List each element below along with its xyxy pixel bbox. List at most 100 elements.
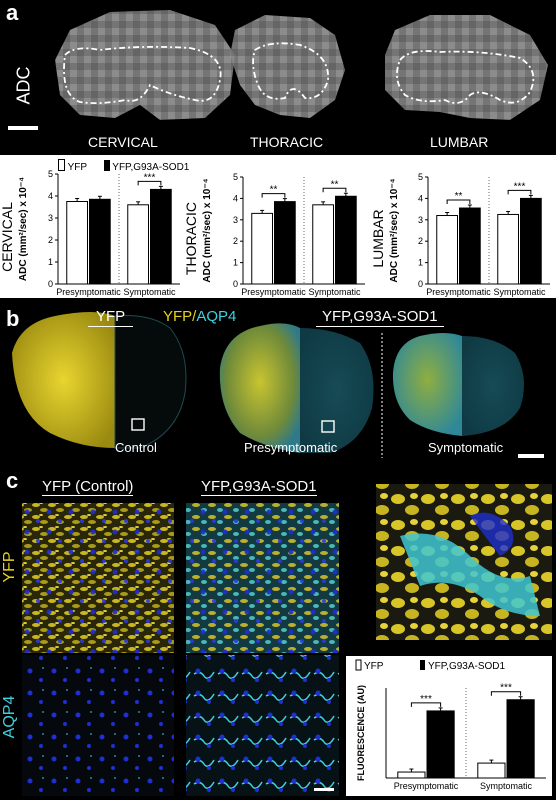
y-tick-label: 2	[418, 236, 423, 246]
region-label-thoracic: THORACIC	[250, 134, 324, 150]
bar-mutant-presymptomatic	[426, 710, 455, 779]
significance-bracket	[446, 199, 471, 205]
mri-thoracic-slice	[230, 15, 345, 118]
header-yfp: YFP	[88, 308, 134, 327]
legend-swatch-yfp	[355, 659, 362, 671]
panel-letter-c: c	[6, 468, 19, 493]
adc-charts: YFP YFP,G93A-SOD1 0 1 2 3 4 5 Presymptomatic **…	[0, 157, 556, 300]
y-tick-label: 1	[48, 257, 53, 267]
significance-bracket	[507, 189, 532, 195]
chart-region-label: THORACIC	[183, 202, 199, 275]
panel-letter-a: a	[6, 0, 19, 25]
bar-mutant-presymptomatic	[274, 201, 296, 285]
bar-yfp-symptomatic	[497, 213, 520, 285]
chart-region-label-group: LUMBAR	[370, 209, 386, 267]
header-yfp-aqp4: YFP/AQP4	[163, 308, 236, 325]
col-header-mutant: YFP,G93A-SOD1	[201, 478, 317, 496]
y-tick-label: 1	[233, 258, 238, 268]
bar-yfp-presymptomatic	[66, 201, 89, 285]
chart-region-label-group: CERVICAL	[0, 202, 15, 272]
bar-mutant-symptomatic	[520, 197, 542, 285]
category-label: Symptomatic	[480, 781, 533, 791]
y-tick-label: 0	[418, 279, 423, 289]
header-yfp-part: YFP/	[163, 308, 197, 325]
bar-yfp-presymptomatic	[397, 771, 426, 779]
significance-marker: **	[331, 179, 339, 190]
chart-ylabel-group: ADC (mm²/sec) x 10⁻⁴	[389, 178, 400, 282]
panel-a-mri: a ADC CERVICAL THORACIC LUMBAR	[0, 0, 556, 155]
significance-bracket	[322, 187, 347, 193]
header-mutant: YFP,G93A-SOD1	[316, 308, 444, 327]
y-tick-label: 1	[418, 258, 423, 268]
mri-cervical-slice	[55, 10, 235, 120]
adc-legend: YFP YFP,G93A-SOD1	[58, 159, 189, 173]
panel-c-microscopy: c YFP (Control) YFP,G93A-SOD1 YFP AQP4	[0, 466, 556, 800]
significance-bracket	[261, 193, 286, 198]
panel-b-sections: b YFP YFP/AQP4 YFP,G93A-SOD1 Control Pre…	[0, 298, 556, 466]
y-tick-label: 4	[48, 191, 53, 201]
chart-ylabel: ADC (mm²/sec) x 10⁻⁴	[202, 178, 213, 282]
header-aqp4-part: AQP4	[196, 308, 237, 325]
chart-ylabel: ADC (mm²/sec) x 10⁻⁴	[18, 177, 29, 281]
y-tick-label: 3	[233, 215, 238, 225]
significance-marker: **	[270, 185, 278, 196]
significance-marker: ***	[500, 683, 512, 694]
category-label: Symptomatic	[123, 287, 176, 297]
mri-lumbar-slice	[385, 15, 548, 120]
y-tick-label: 0	[48, 279, 53, 289]
chart-ylabel: FLUORESCENCE (AU)	[356, 685, 366, 781]
image-aqp4-mutant	[186, 655, 339, 796]
significance-marker: ***	[420, 694, 432, 705]
chart-ylabel: ADC (mm²/sec) x 10⁻⁴	[389, 178, 400, 282]
significance-bracket	[490, 691, 522, 696]
adc-bar-charts-svg: 0 1 2 3 4 5 Presymptomatic *** Symptomatic CERVIC…	[0, 169, 550, 297]
image-aqp4-control	[22, 655, 174, 796]
bar-yfp-symptomatic	[312, 204, 335, 285]
y-tick-label: 0	[233, 279, 238, 289]
region-label-cervical: CERVICAL	[88, 134, 158, 150]
label-presymptomatic: Presymptomatic	[244, 440, 338, 455]
category-label: Presymptomatic	[241, 287, 306, 297]
category-label: Symptomatic	[308, 287, 361, 297]
section-control	[12, 312, 187, 449]
scale-bar	[8, 126, 38, 130]
legend-label-yfp: YFP	[67, 162, 87, 173]
modality-label: ADC	[13, 66, 34, 105]
bar-yfp-presymptomatic	[436, 215, 459, 285]
spinal-sections-svg	[12, 312, 544, 458]
y-tick-label: 3	[418, 215, 423, 225]
y-tick-label: 3	[48, 213, 53, 223]
col-header-control: YFP (Control)	[42, 478, 134, 496]
label-control: Control	[115, 440, 157, 455]
significance-bracket	[137, 180, 162, 186]
legend-swatch-yfp	[58, 159, 65, 171]
mri-image-svg	[8, 10, 548, 130]
label-symptomatic: Symptomatic	[428, 440, 504, 455]
bar-yfp-presymptomatic	[251, 212, 273, 285]
significance-marker: ***	[514, 181, 526, 192]
fl-ylabel-group: FLUORESCENCE (AU)	[356, 685, 366, 781]
inset-box-presymptomatic	[321, 420, 335, 433]
y-tick-label: 4	[233, 193, 238, 203]
inset-box-control	[131, 418, 145, 431]
fluorescence-chart-svg: YFP YFP,G93A-SOD1 *** Presymptomatic *** Symp…	[355, 659, 546, 791]
significance-marker: ***	[144, 172, 156, 183]
bar-mutant-presymptomatic	[89, 198, 111, 285]
category-label: Presymptomatic	[56, 287, 121, 297]
bar-mutant-presymptomatic	[459, 207, 481, 285]
legend-swatch-mutant	[103, 160, 110, 171]
category-label: Symptomatic	[493, 287, 546, 297]
chart-region-label: LUMBAR	[370, 209, 386, 267]
y-tick-label: 4	[418, 193, 423, 203]
legend-swatch-mutant	[420, 660, 425, 670]
bar-mutant-symptomatic	[335, 195, 357, 285]
section-presymptomatic	[219, 323, 374, 453]
panel-letter-b: b	[6, 306, 20, 331]
chart-ylabel-group: ADC (mm²/sec) x 10⁻⁴	[202, 178, 213, 282]
bar-yfp-symptomatic	[477, 762, 506, 779]
chart-region-label-group: THORACIC	[183, 202, 199, 275]
scale-bar-c	[314, 788, 334, 791]
category-label: Presymptomatic	[426, 287, 491, 297]
region-label-lumbar: LUMBAR	[430, 134, 489, 150]
y-tick-label: 5	[418, 172, 423, 182]
